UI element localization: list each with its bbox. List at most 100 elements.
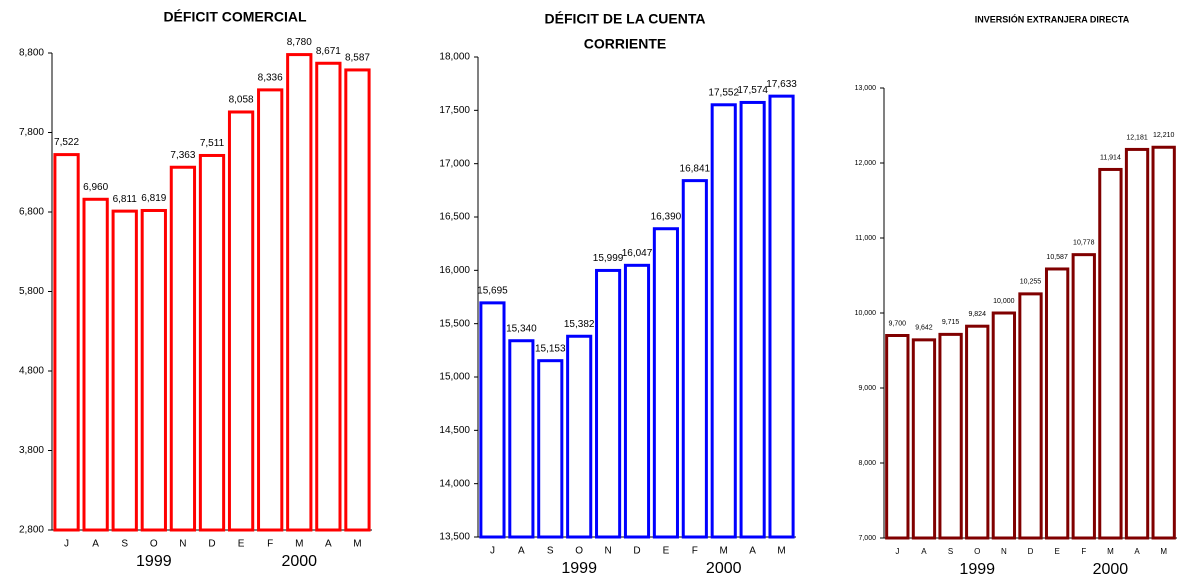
year-label: 1999 xyxy=(959,561,995,578)
value-label: 10,000 xyxy=(993,298,1015,305)
bar xyxy=(508,339,535,539)
year-label: 2000 xyxy=(281,553,317,570)
value-label: 16,390 xyxy=(651,211,682,222)
chart-title: INVERSIÓN EXTRANJERA DIRECTA xyxy=(975,13,1130,24)
bar xyxy=(595,268,622,539)
y-tick-label: 12,000 xyxy=(855,160,877,167)
x-tick-label: J xyxy=(490,546,495,557)
value-label: 7,522 xyxy=(54,137,79,148)
x-tick-label: D xyxy=(633,546,640,557)
x-tick-label: M xyxy=(720,546,728,557)
y-tick-label: 4,800 xyxy=(19,366,44,377)
bar xyxy=(1071,253,1096,540)
x-tick-label: N xyxy=(604,546,611,557)
value-label: 15,382 xyxy=(564,319,595,330)
year-label: 2000 xyxy=(1093,561,1129,578)
x-tick-label: F xyxy=(692,546,698,557)
x-tick-label: F xyxy=(1081,547,1086,556)
chart-title: DÉFICIT COMERCIAL xyxy=(163,9,307,25)
value-label: 12,181 xyxy=(1126,134,1148,141)
bar xyxy=(479,301,506,539)
y-tick-label: 14,000 xyxy=(439,478,470,489)
y-tick-label: 18,000 xyxy=(439,52,470,63)
y-tick-label: 16,000 xyxy=(439,265,470,276)
bar xyxy=(82,197,109,532)
bar xyxy=(1124,147,1150,540)
x-tick-label: M xyxy=(295,539,303,550)
year-label: 2000 xyxy=(706,560,742,577)
x-tick-label: E xyxy=(238,539,245,550)
y-tick-label: 5,800 xyxy=(19,286,44,297)
x-tick-label: M xyxy=(777,546,785,557)
bar xyxy=(1018,292,1043,540)
value-label: 16,047 xyxy=(622,248,653,259)
bar xyxy=(286,53,313,532)
value-label: 10,778 xyxy=(1073,239,1095,246)
bar xyxy=(739,100,766,539)
value-label: 9,642 xyxy=(915,325,933,332)
value-label: 10,255 xyxy=(1020,279,1042,286)
bar xyxy=(566,334,593,539)
year-label: 1999 xyxy=(136,553,172,570)
x-tick-label: S xyxy=(121,539,128,550)
bar xyxy=(965,324,990,540)
x-tick-label: A xyxy=(749,546,756,557)
value-label: 9,715 xyxy=(942,319,960,326)
y-tick-label: 14,500 xyxy=(439,425,470,436)
bar xyxy=(681,179,708,539)
bar xyxy=(911,338,937,540)
value-label: 8,058 xyxy=(229,95,254,106)
bar xyxy=(344,68,371,532)
bar xyxy=(710,103,737,539)
x-tick-label: F xyxy=(267,539,273,550)
x-tick-label: A xyxy=(1134,547,1140,556)
bar xyxy=(991,311,1017,540)
bar xyxy=(198,153,226,532)
value-label: 11,914 xyxy=(1100,154,1121,161)
x-tick-label: M xyxy=(1107,547,1114,556)
y-tick-label: 8,000 xyxy=(858,460,876,467)
x-tick-label: D xyxy=(1028,547,1034,556)
value-label: 17,633 xyxy=(766,79,797,90)
x-tick-label: N xyxy=(1001,547,1007,556)
bar xyxy=(938,332,963,540)
value-label: 15,153 xyxy=(535,343,566,354)
y-tick-label: 6,800 xyxy=(19,207,44,218)
y-tick-label: 13,500 xyxy=(439,532,470,543)
value-label: 6,811 xyxy=(113,194,138,205)
bar xyxy=(140,208,167,532)
value-label: 7,511 xyxy=(200,138,225,149)
y-tick-label: 2,800 xyxy=(19,525,44,536)
chart-title: DÉFICIT DE LA CUENTA xyxy=(545,11,706,27)
x-tick-label: J xyxy=(895,547,899,556)
bar xyxy=(111,209,138,532)
x-tick-label: M xyxy=(1160,547,1167,556)
x-tick-label: M xyxy=(353,539,361,550)
y-tick-label: 8,800 xyxy=(19,48,44,59)
y-tick-label: 9,000 xyxy=(858,385,876,392)
y-tick-label: 11,000 xyxy=(855,235,876,242)
bar xyxy=(623,263,651,539)
value-label: 10,587 xyxy=(1046,254,1068,261)
x-tick-label: E xyxy=(663,546,670,557)
value-label: 8,336 xyxy=(258,73,283,84)
value-label: 15,999 xyxy=(593,253,624,264)
value-label: 12,210 xyxy=(1153,132,1175,139)
x-tick-label: A xyxy=(92,539,99,550)
bar xyxy=(537,359,564,539)
bar xyxy=(315,61,342,532)
y-tick-label: 17,000 xyxy=(439,158,470,169)
bar xyxy=(169,165,197,532)
y-tick-label: 17,500 xyxy=(439,105,470,116)
value-label: 15,695 xyxy=(477,286,508,297)
y-tick-label: 7,800 xyxy=(19,127,44,138)
y-tick-label: 15,500 xyxy=(439,318,470,329)
x-tick-label: A xyxy=(921,547,927,556)
x-tick-label: D xyxy=(208,539,215,550)
y-tick-label: 16,500 xyxy=(439,212,470,223)
value-label: 8,587 xyxy=(345,53,370,64)
value-label: 9,700 xyxy=(889,320,907,327)
value-label: 17,574 xyxy=(737,85,768,96)
value-label: 9,824 xyxy=(968,311,986,318)
year-label: 1999 xyxy=(561,560,597,577)
